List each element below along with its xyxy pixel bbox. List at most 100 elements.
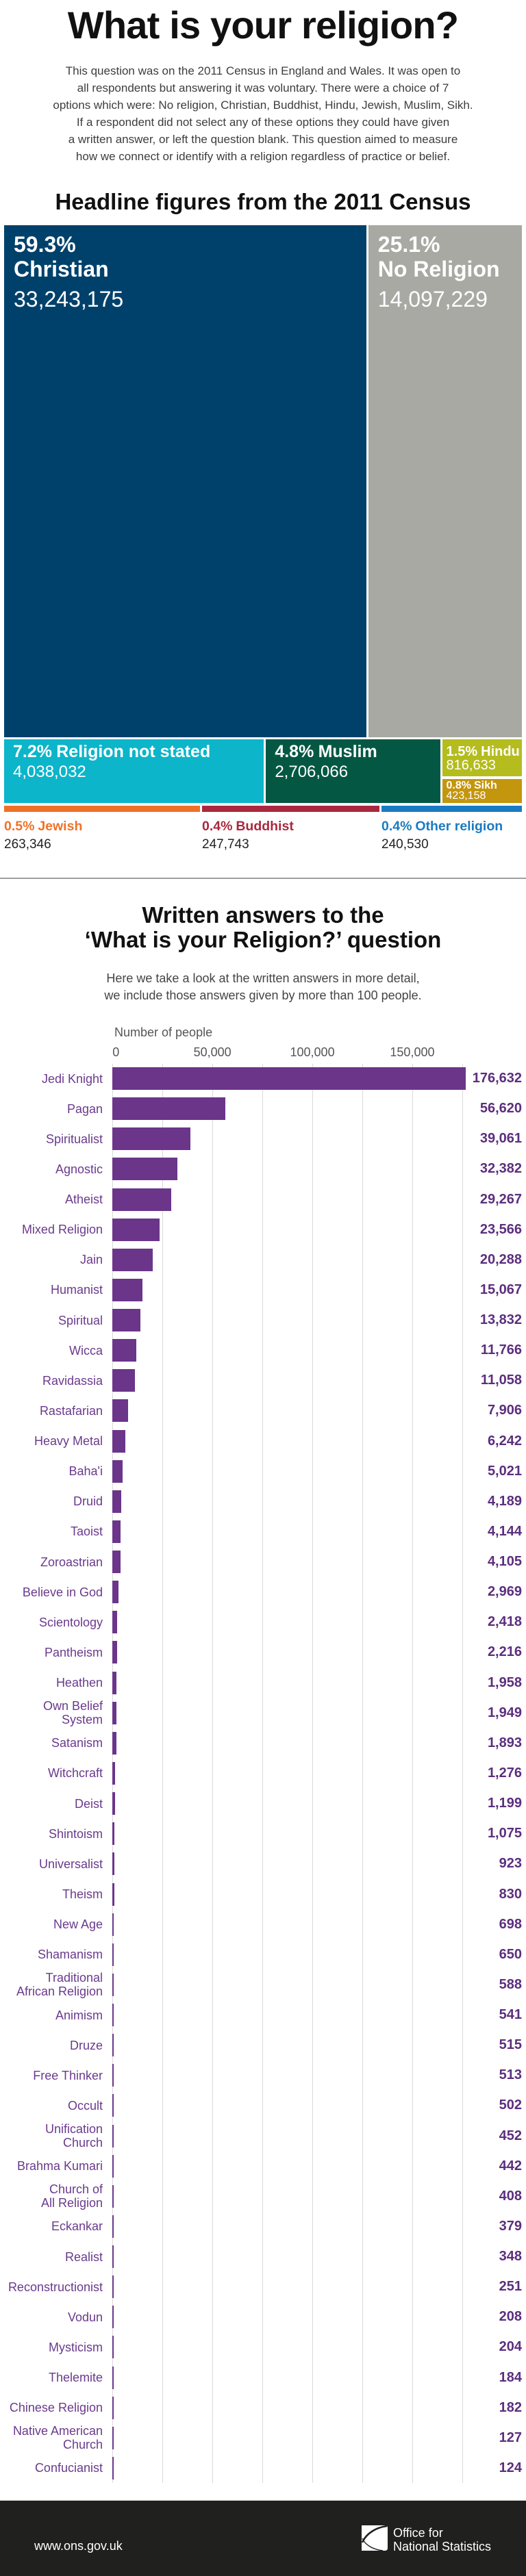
bar (112, 2154, 114, 2178)
category-label: Church of All Religion (40, 2182, 103, 2210)
tile-value: 4,038,032 (13, 763, 86, 781)
gridline (412, 1064, 413, 2483)
category-label: Atheist (64, 1193, 103, 1207)
bar-value-label: 127 (499, 2430, 522, 2445)
bar-value-label: 13,832 (479, 1312, 522, 1328)
tile-percent: 7.2% (13, 742, 52, 761)
category-label: Taoist (70, 1525, 103, 1539)
bar-value-label: 184 (499, 2369, 522, 2385)
bar-value-label: 408 (499, 2188, 522, 2204)
bar-value-label: 29,267 (479, 1191, 522, 1207)
bar-value-label: 124 (499, 2460, 522, 2475)
bar-value-label: 15,067 (479, 1281, 522, 1297)
logo-line: Office for (393, 2526, 443, 2540)
ons-logo-icon (362, 2525, 388, 2551)
gridline (312, 1064, 314, 2483)
bar-value-label: 830 (499, 1886, 522, 1902)
bar-value-label: 2,969 (487, 1584, 522, 1600)
bar-value-label: 4,189 (487, 1493, 522, 1509)
category-label: Native American Church (12, 2424, 103, 2452)
bar (112, 2336, 114, 2359)
category-label: Satanism (51, 1736, 103, 1750)
category-label: Druid (73, 1494, 103, 1509)
bar (112, 1943, 114, 1966)
bar-value-label: 698 (499, 1916, 522, 1932)
footer: www.ons.gov.uk Office for National Stati… (0, 2501, 526, 2576)
legend-label: Jewish (38, 819, 83, 834)
bar-value-label: 176,632 (472, 1071, 522, 1086)
tile-percent: 0.8% (446, 780, 471, 791)
gridline (162, 1064, 164, 2483)
website-link[interactable]: www.ons.gov.uk (34, 2539, 123, 2553)
category-label: Witchcraft (47, 1766, 103, 1781)
strip-other-religion (381, 806, 522, 812)
category-label: Unification Church (45, 2122, 103, 2150)
section-divider (0, 878, 526, 879)
bar (112, 1611, 118, 1634)
ons-logo-text: Office for National Statistics (393, 2526, 491, 2553)
bar-value-label: 442 (499, 2158, 522, 2173)
legend-other-religion-heading: 0.4% Other religion (381, 818, 503, 834)
tile-value: 33,243,175 (14, 287, 124, 311)
legend-jewish-value: 263,346 (4, 837, 51, 852)
category-label: Spiritualist (45, 1132, 103, 1146)
tile-heading: 4.8% Muslim (275, 742, 377, 761)
bar (112, 2245, 114, 2269)
tile-hindu: 1.5% Hindu 816,633 (442, 739, 522, 776)
bar-value-label: 11,058 (480, 1373, 522, 1388)
tile-muslim: 4.8% Muslim 2,706,066 (266, 739, 440, 803)
gridline (212, 1064, 214, 2483)
bar-value-label: 182 (499, 2399, 522, 2415)
category-label: Pagan (66, 1101, 103, 1116)
bar (112, 1369, 135, 1392)
tile-value: 423,158 (446, 790, 486, 802)
category-label: Thelemite (48, 2371, 103, 2385)
intro-line: all respondents but answering it was vol… (77, 81, 449, 94)
bar (112, 1581, 118, 1604)
bar-value-label: 1,199 (487, 1796, 522, 1811)
bar-value-label: 251 (499, 2279, 522, 2295)
bar (112, 1339, 136, 1362)
tile-heading: 0.8% Sikh (447, 780, 497, 791)
category-label: Brahma Kumari (16, 2159, 103, 2173)
bar (112, 1551, 121, 1574)
bar (112, 2064, 114, 2087)
bar-value-label: 20,288 (479, 1251, 522, 1267)
bar (112, 1248, 153, 1271)
category-label: Scientology (38, 1615, 103, 1629)
bar (112, 1671, 116, 1694)
bar-value-label: 513 (499, 2067, 522, 2083)
bar-value-label: 1,075 (487, 1826, 522, 1841)
tile-label: Muslim (318, 742, 377, 761)
legend-other-religion-value: 240,530 (381, 837, 429, 852)
category-label: Zoroastrian (40, 1555, 103, 1569)
tile-heading: 1.5% Hindu (447, 744, 520, 759)
subtitle-line: Here we take a look at the written answe… (106, 971, 420, 985)
tile-religion-not-stated: 7.2% Religion not stated 4,038,032 (4, 739, 264, 803)
legend-label: Other religion (415, 819, 503, 834)
subtitle-line: we include those answers given by more t… (104, 989, 422, 1002)
category-label: Jain (79, 1253, 103, 1267)
bar (112, 1731, 116, 1755)
bar-value-label: 1,893 (487, 1735, 522, 1750)
bar (112, 2215, 114, 2238)
x-tick-label: 50,000 (193, 1045, 231, 1059)
bar (112, 1883, 114, 1906)
bar (112, 2366, 114, 2389)
intro-paragraph: This question was on the 2011 Census in … (0, 62, 526, 165)
bar (112, 1973, 114, 1996)
headline-figures-heading: Headline figures from the 2011 Census (55, 189, 471, 214)
bar (112, 1701, 116, 1724)
category-label: Pantheism (44, 1645, 103, 1659)
category-label: Rastafarian (39, 1403, 103, 1418)
strip-jewish (4, 806, 200, 812)
bar (112, 1641, 117, 1664)
category-label: Universalist (38, 1857, 103, 1871)
bar (112, 1399, 129, 1423)
category-label: New Age (53, 1917, 103, 1932)
bar (112, 2124, 114, 2147)
intro-line: a written answer, or left the question b… (68, 133, 458, 146)
category-label: Humanist (50, 1283, 103, 1297)
gridline (262, 1064, 264, 2483)
